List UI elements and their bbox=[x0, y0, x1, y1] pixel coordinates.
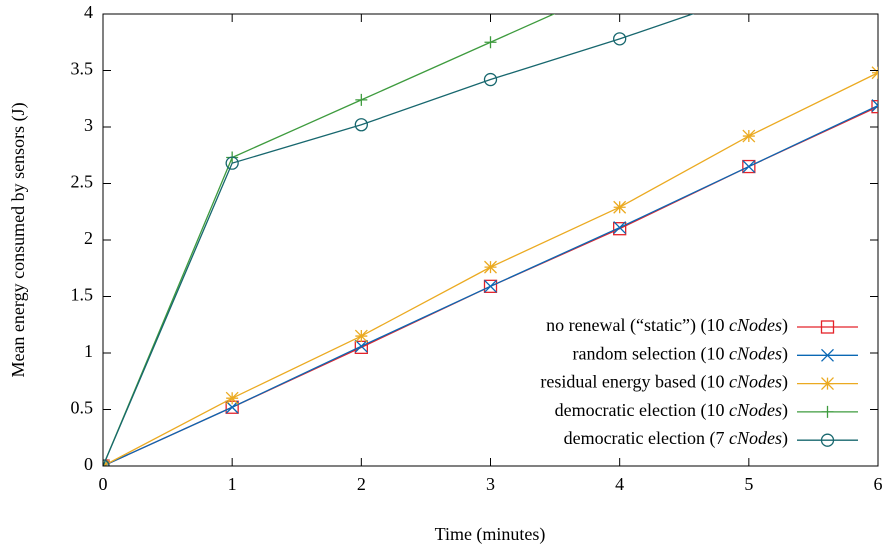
series-line bbox=[103, 14, 695, 466]
marker bbox=[484, 260, 497, 274]
marker bbox=[742, 160, 756, 174]
plot-area bbox=[103, 0, 878, 466]
legend-marker bbox=[820, 320, 835, 334]
marker bbox=[742, 159, 756, 174]
y-tick-label: 1.5 bbox=[71, 285, 94, 305]
marker bbox=[613, 32, 627, 46]
legend-marker bbox=[821, 405, 834, 418]
marker bbox=[484, 36, 497, 49]
marker bbox=[225, 156, 239, 170]
x-tick-label: 4 bbox=[615, 474, 624, 494]
legend-marker bbox=[820, 433, 835, 447]
marker bbox=[354, 339, 368, 353]
x-tick-label: 1 bbox=[228, 474, 237, 494]
marker bbox=[743, 0, 755, 1]
marker bbox=[225, 391, 239, 405]
y-axis-label: Mean energy consumed by sensors (J) bbox=[8, 102, 29, 377]
marker bbox=[613, 221, 627, 235]
marker bbox=[613, 200, 627, 214]
marker bbox=[871, 66, 878, 80]
marker bbox=[483, 279, 498, 293]
marker bbox=[355, 93, 368, 106]
marker bbox=[484, 279, 497, 293]
series-line bbox=[103, 14, 556, 466]
x-tick-label: 3 bbox=[486, 474, 495, 494]
legend-label: random selection (10 cNodes) bbox=[573, 343, 788, 364]
x-tick-label: 6 bbox=[874, 474, 883, 494]
legend-label: no renewal (“static”) (10 cNodes) bbox=[546, 315, 788, 336]
y-tick-label: 2.5 bbox=[71, 172, 94, 192]
x-tick-label: 2 bbox=[357, 474, 366, 494]
y-tick-label: 2 bbox=[84, 228, 93, 248]
y-tick-label: 4 bbox=[84, 2, 93, 22]
legend-label: democratic election (10 cNodes) bbox=[555, 400, 788, 421]
marker bbox=[742, 129, 756, 143]
x-axis-label: Time (minutes) bbox=[435, 524, 546, 545]
marker bbox=[613, 222, 627, 236]
marker bbox=[871, 99, 878, 112]
legend-marker bbox=[821, 348, 834, 362]
y-tick-label: 3 bbox=[84, 115, 93, 135]
legend-marker bbox=[821, 377, 834, 391]
marker bbox=[225, 400, 239, 414]
legend-label: democratic election (7 cNodes) bbox=[564, 428, 788, 449]
y-tick-label: 0 bbox=[84, 454, 93, 474]
marker bbox=[871, 100, 878, 114]
marker bbox=[354, 329, 368, 343]
y-tick-label: 0.5 bbox=[71, 398, 94, 418]
plot-frame bbox=[102, 13, 879, 467]
y-tick-label: 1 bbox=[84, 341, 93, 361]
x-tick-label: 5 bbox=[744, 474, 753, 494]
marker bbox=[483, 72, 498, 87]
marker bbox=[354, 118, 368, 132]
x-tick-label: 0 bbox=[99, 474, 108, 494]
legend-label: residual energy based (10 cNodes) bbox=[540, 372, 788, 393]
y-tick-label: 3.5 bbox=[71, 59, 94, 79]
